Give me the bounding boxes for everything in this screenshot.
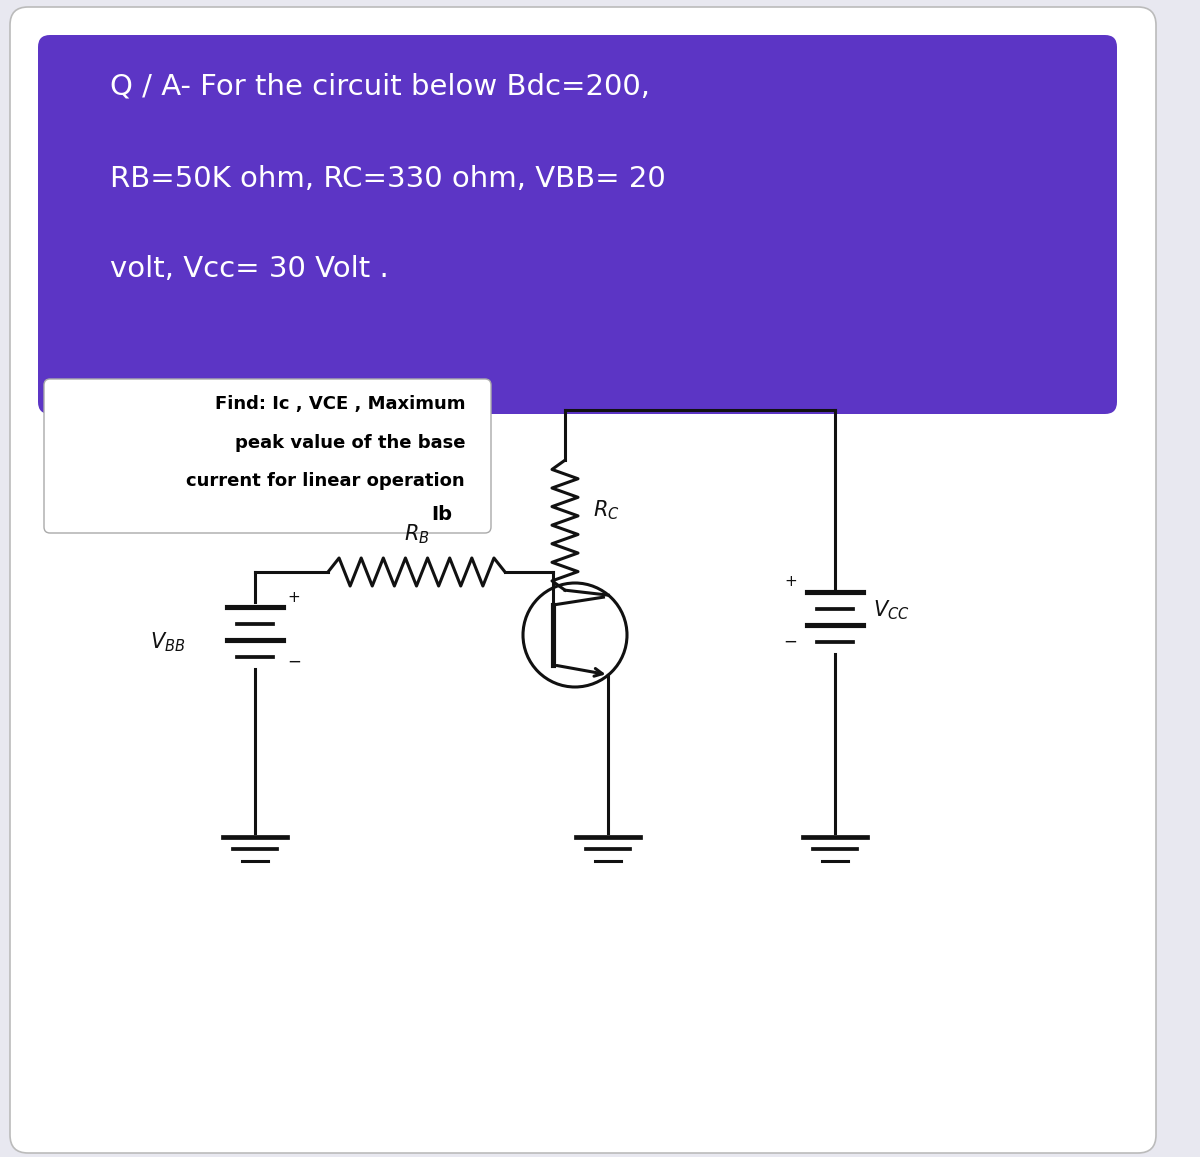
Text: Find: Ic , VCE , Maximum: Find: Ic , VCE , Maximum — [215, 395, 466, 413]
Text: current for linear operation: current for linear operation — [186, 472, 466, 491]
Text: peak value of the base: peak value of the base — [234, 434, 466, 452]
Text: Ib: Ib — [432, 506, 452, 524]
Text: −: − — [784, 633, 797, 651]
Text: +: + — [785, 575, 797, 590]
Text: $R_C$: $R_C$ — [593, 499, 619, 522]
Text: $R_B$: $R_B$ — [403, 522, 430, 546]
FancyBboxPatch shape — [38, 35, 1117, 414]
FancyBboxPatch shape — [44, 379, 491, 533]
Text: −: − — [287, 653, 301, 671]
Text: volt, Vcc= 30 Volt .: volt, Vcc= 30 Volt . — [110, 255, 389, 283]
FancyBboxPatch shape — [10, 7, 1156, 1154]
Text: $V_{CC}$: $V_{CC}$ — [874, 598, 910, 621]
Text: Q / A- For the circuit below Bdc=200,: Q / A- For the circuit below Bdc=200, — [110, 73, 650, 101]
Text: $V_{BB}$: $V_{BB}$ — [150, 631, 185, 654]
Text: RB=50K ohm, RC=330 ohm, VBB= 20: RB=50K ohm, RC=330 ohm, VBB= 20 — [110, 165, 666, 193]
Text: +: + — [287, 590, 300, 605]
